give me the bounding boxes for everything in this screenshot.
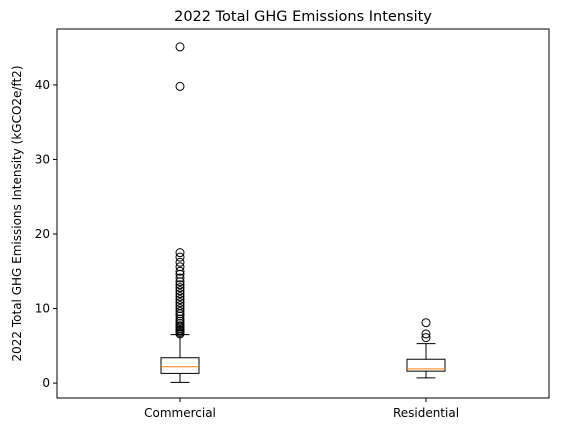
- outlier-point: [421, 318, 431, 328]
- outlier-point: [175, 277, 185, 287]
- outlier-point: [175, 318, 185, 328]
- outlier-point: [175, 262, 185, 272]
- chart-title: 2022 Total GHG Emissions Intensity: [174, 9, 432, 25]
- outlier-point: [175, 301, 185, 311]
- y-tick-label: 20: [35, 227, 50, 241]
- box-iqr: [160, 357, 200, 374]
- outlier-point: [175, 314, 185, 324]
- outlier-point: [175, 266, 185, 276]
- outlier-point: [175, 304, 185, 314]
- x-tick-label: Residential: [393, 406, 459, 420]
- outlier-point: [175, 289, 185, 299]
- outlier-point: [175, 283, 185, 293]
- outlier-point: [175, 248, 185, 258]
- outlier-point: [175, 252, 185, 262]
- y-tick-label: 10: [35, 302, 50, 316]
- outlier-point: [175, 295, 185, 305]
- outlier-point: [175, 42, 185, 52]
- outlier-point: [175, 286, 185, 296]
- box-iqr: [406, 358, 446, 372]
- outlier-point: [175, 292, 185, 302]
- outlier-point: [175, 321, 185, 331]
- outlier-point: [175, 257, 185, 267]
- outlier-point: [175, 298, 185, 308]
- plot-frame: [56, 28, 550, 399]
- outlier-point: [175, 273, 185, 283]
- outlier-point: [175, 307, 185, 317]
- outlier-point: [175, 81, 185, 91]
- outlier-point: [175, 316, 185, 326]
- y-axis-label: 2022 Total GHG Emissions Intensity (kGCO…: [10, 66, 24, 362]
- outlier-point: [421, 329, 431, 339]
- outlier-point: [175, 269, 185, 279]
- y-tick-label: 30: [35, 152, 50, 166]
- outlier-point: [175, 311, 185, 321]
- outlier-point: [421, 333, 431, 343]
- plot-area: 0 10 20 30 40 Commercial Residential: [35, 42, 459, 420]
- y-tick-label: 40: [35, 78, 50, 92]
- outlier-point: [175, 280, 185, 290]
- x-tick-label: Commercial: [144, 406, 216, 420]
- y-tick-label: 0: [42, 376, 50, 390]
